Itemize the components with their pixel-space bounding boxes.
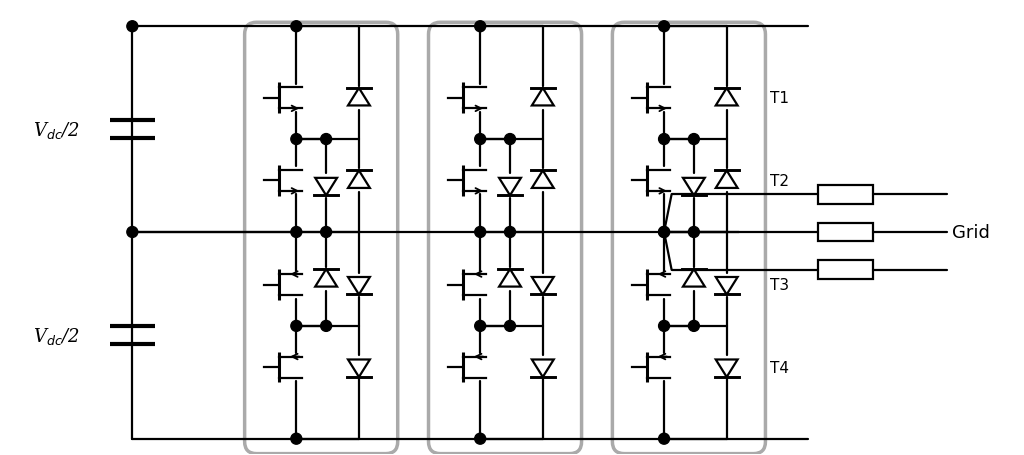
Circle shape xyxy=(658,134,670,145)
Circle shape xyxy=(291,22,302,33)
Text: T3: T3 xyxy=(770,278,790,293)
Circle shape xyxy=(658,22,670,33)
Circle shape xyxy=(127,22,138,33)
Circle shape xyxy=(291,227,302,238)
Circle shape xyxy=(321,134,332,145)
Text: T2: T2 xyxy=(770,173,790,188)
Circle shape xyxy=(291,321,302,332)
Circle shape xyxy=(291,433,302,444)
Circle shape xyxy=(321,321,332,332)
Bar xyxy=(818,185,872,204)
Bar xyxy=(818,261,872,279)
Circle shape xyxy=(475,134,485,145)
Text: Grid: Grid xyxy=(952,223,990,242)
Circle shape xyxy=(321,227,332,238)
Circle shape xyxy=(658,227,670,238)
Circle shape xyxy=(658,321,670,332)
Circle shape xyxy=(688,321,699,332)
Circle shape xyxy=(475,321,485,332)
Text: T4: T4 xyxy=(770,360,790,375)
Circle shape xyxy=(291,134,302,145)
Circle shape xyxy=(658,433,670,444)
Circle shape xyxy=(505,227,515,238)
Text: T1: T1 xyxy=(770,91,790,106)
Text: V$_{dc}$/2: V$_{dc}$/2 xyxy=(33,119,80,140)
Circle shape xyxy=(688,227,699,238)
Bar xyxy=(818,223,872,242)
Circle shape xyxy=(475,227,485,238)
Circle shape xyxy=(475,433,485,444)
Circle shape xyxy=(505,134,515,145)
Text: V$_{dc}$/2: V$_{dc}$/2 xyxy=(33,325,80,346)
Circle shape xyxy=(658,227,670,238)
Circle shape xyxy=(475,22,485,33)
Circle shape xyxy=(127,227,138,238)
Circle shape xyxy=(688,134,699,145)
Circle shape xyxy=(505,321,515,332)
